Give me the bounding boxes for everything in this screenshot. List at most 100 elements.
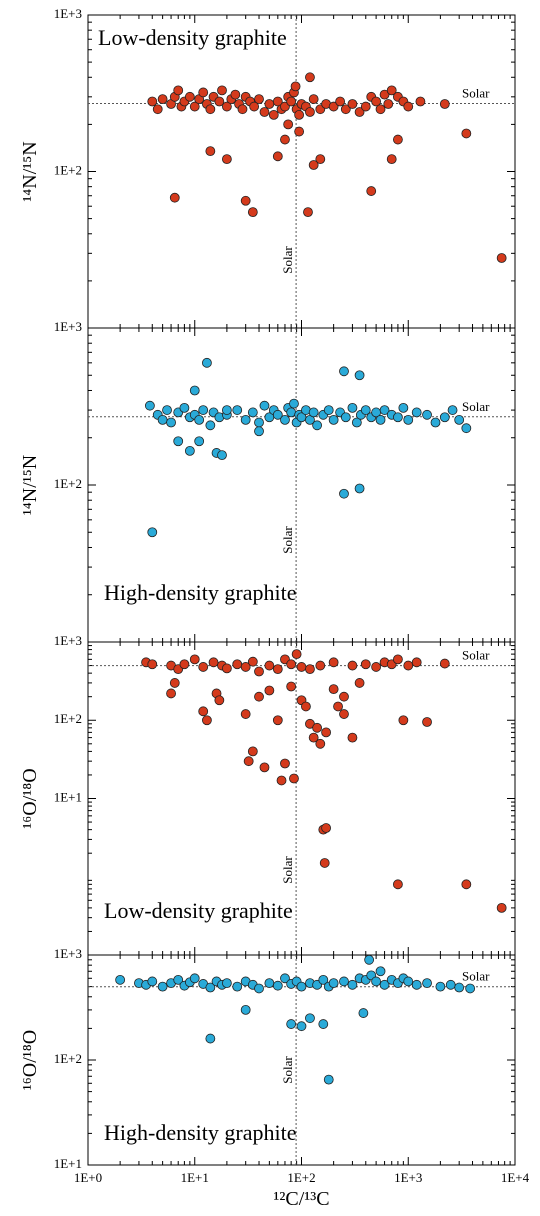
data-point	[411, 979, 422, 990]
data-point	[354, 370, 365, 381]
data-point	[364, 954, 375, 965]
data-point	[435, 981, 446, 992]
data-point	[430, 417, 441, 428]
data-point	[290, 81, 301, 92]
data-point	[308, 160, 319, 170]
data-point	[280, 134, 290, 145]
data-point	[232, 405, 243, 415]
data-point	[147, 96, 158, 107]
data-point	[347, 402, 358, 413]
data-point	[296, 662, 307, 672]
data-point	[221, 978, 232, 988]
data-point	[166, 688, 176, 699]
data-point	[144, 400, 155, 411]
data-point	[286, 1019, 297, 1029]
data-point	[157, 94, 168, 105]
data-point	[230, 89, 241, 100]
data-point	[403, 660, 414, 671]
data-point	[347, 979, 358, 990]
data-point	[202, 357, 212, 368]
data-point	[205, 1033, 216, 1044]
data-point	[221, 405, 232, 415]
data-point	[264, 978, 275, 988]
data-point	[360, 659, 371, 670]
data-point	[393, 879, 403, 890]
y-axis-label: ¹⁴N/¹⁵N	[19, 141, 41, 201]
data-point	[461, 128, 472, 139]
data-point	[415, 96, 426, 107]
solar-label: Solar	[462, 648, 490, 663]
data-point	[439, 658, 450, 669]
data-point	[115, 974, 126, 985]
data-point	[208, 657, 219, 668]
data-point	[272, 409, 283, 420]
data-point	[189, 654, 200, 665]
data-point	[280, 414, 290, 425]
data-point	[398, 715, 409, 726]
data-point	[289, 398, 299, 409]
data-point	[339, 976, 349, 987]
y-tick-label: 1E+3	[54, 946, 82, 961]
data-point	[354, 107, 365, 117]
data-point	[328, 101, 339, 112]
plot-frame	[87, 14, 516, 329]
data-point	[411, 407, 422, 418]
data-point	[217, 450, 227, 461]
data-point	[301, 701, 311, 712]
x-tick-label: 1E+0	[74, 1170, 102, 1185]
data-point	[366, 186, 377, 196]
data-point	[379, 405, 390, 415]
y-axis-label: ¹⁶O/¹⁸O	[19, 768, 41, 828]
y-tick-label: 1E+3	[54, 633, 82, 648]
y-axis-label: ¹⁴N/¹⁵N	[19, 455, 41, 515]
data-point	[305, 1013, 315, 1024]
data-point	[221, 663, 232, 674]
data-point	[286, 659, 297, 670]
data-point	[328, 414, 339, 425]
data-point	[272, 980, 283, 991]
solar-label: Solar	[462, 399, 490, 414]
data-point	[439, 99, 450, 109]
solar-label: Solar	[280, 856, 295, 884]
data-point	[166, 417, 176, 428]
y-tick-label: 1E+3	[54, 6, 82, 21]
data-point	[147, 527, 158, 538]
data-point	[259, 762, 270, 773]
data-point	[375, 966, 386, 977]
data-point	[354, 483, 365, 494]
data-point	[403, 976, 414, 987]
x-tick-label: 1E+4	[501, 1170, 530, 1185]
data-point	[375, 104, 386, 115]
data-point	[264, 660, 275, 671]
x-tick-label: 1E+3	[394, 1170, 422, 1185]
data-point	[240, 1005, 251, 1015]
data-point	[272, 96, 283, 107]
data-point	[240, 709, 251, 719]
y-tick-label: 1E+2	[54, 162, 82, 177]
data-point	[221, 101, 232, 112]
data-point	[184, 91, 195, 102]
data-point	[296, 1021, 307, 1032]
data-point	[319, 858, 330, 868]
data-point	[351, 417, 362, 428]
data-point	[286, 96, 297, 107]
y-tick-label: 1E+2	[54, 1051, 82, 1066]
data-point	[321, 727, 332, 738]
data-point	[249, 101, 260, 112]
data-point	[371, 96, 382, 107]
data-point	[318, 974, 329, 985]
data-point	[179, 659, 190, 670]
data-point	[339, 709, 349, 719]
data-point	[496, 902, 507, 913]
data-point	[247, 407, 258, 418]
data-point	[240, 195, 251, 206]
data-point	[371, 662, 382, 672]
x-tick-label: 1E+1	[181, 1170, 209, 1185]
data-point	[393, 134, 403, 145]
data-point	[335, 96, 346, 107]
data-point	[339, 488, 349, 499]
panel-title: High-density graphite	[104, 580, 296, 605]
panel-title: High-density graphite	[104, 1120, 296, 1145]
data-point	[214, 695, 225, 706]
data-point	[189, 101, 200, 112]
